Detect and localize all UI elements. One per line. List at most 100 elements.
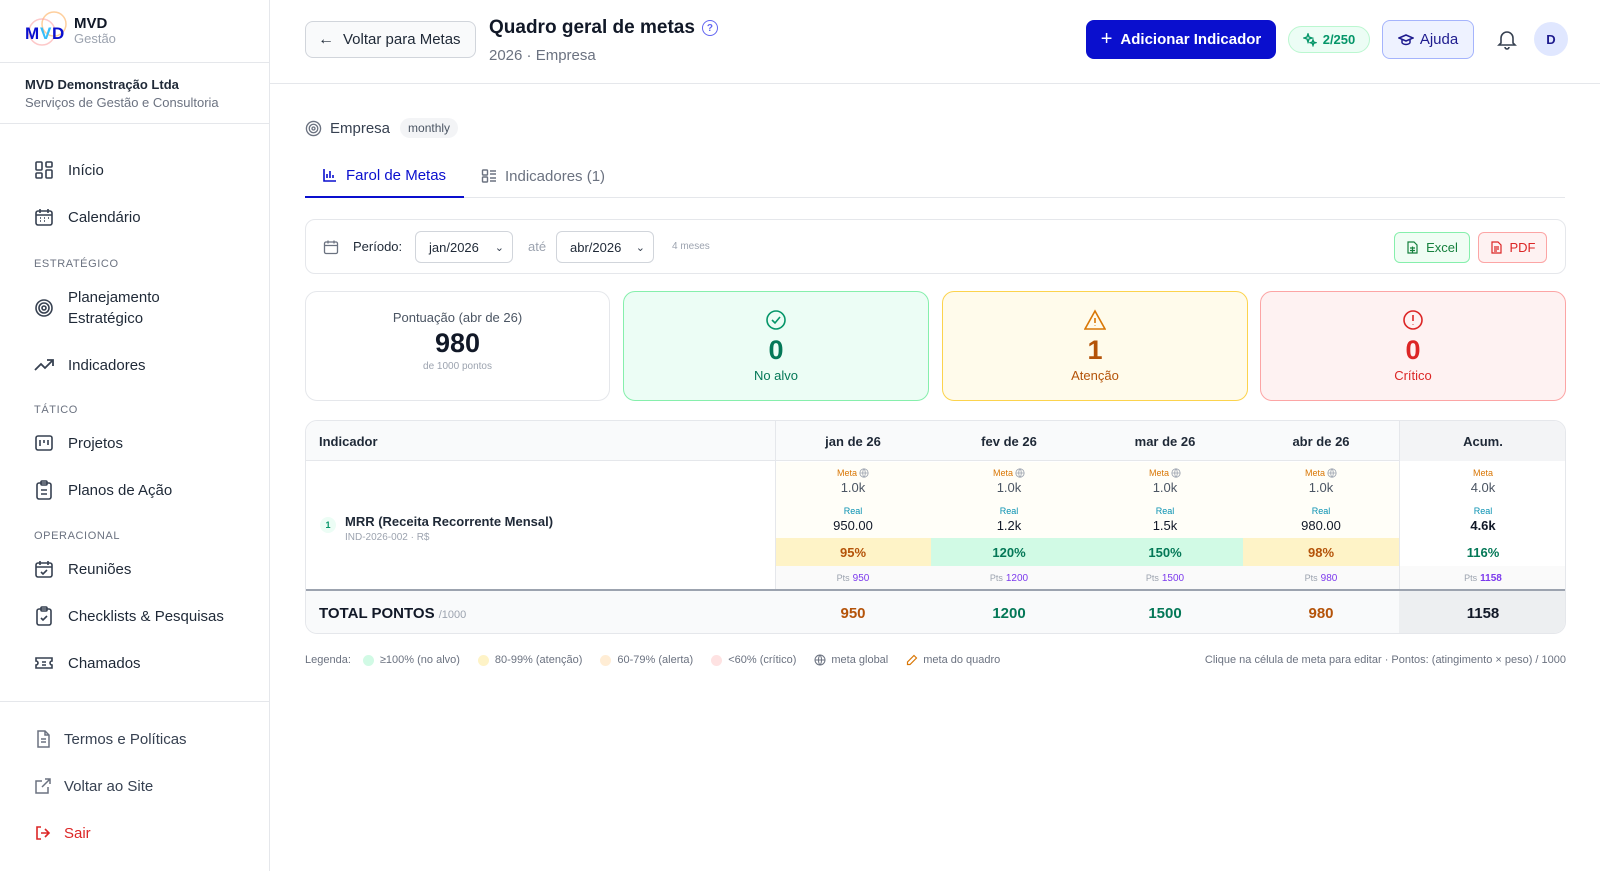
period-to-select[interactable]: abr/2026 ⌄ xyxy=(556,231,654,263)
page-title-text: Quadro geral de metas xyxy=(489,17,695,38)
nav-item-voltar-site[interactable]: Voltar ao Site xyxy=(34,777,153,795)
legend-text: 60-79% (alerta) xyxy=(617,654,694,666)
goal-value[interactable]: 1.0k xyxy=(996,480,1022,495)
nav-label: Projetos xyxy=(68,434,124,452)
nav-item-reunioes[interactable]: Reuniões xyxy=(34,559,131,579)
top-header: ← Voltar para Metas Quadro geral de meta… xyxy=(270,0,1600,84)
nav-item-sair[interactable]: Sair xyxy=(34,824,91,842)
tab-indicadores[interactable]: Indicadores (1) xyxy=(481,154,605,198)
nav-item-projetos[interactable]: Projetos xyxy=(34,433,123,453)
total-month: 1200 xyxy=(992,605,1026,622)
critical-card[interactable]: 0 Crítico xyxy=(1260,291,1566,401)
pencil-icon xyxy=(907,654,918,666)
legend-critical: <60% (crítico) xyxy=(711,654,796,666)
goal-value[interactable]: 1.0k xyxy=(1152,480,1178,495)
sparkles-icon xyxy=(1302,32,1317,47)
help-circle-icon[interactable]: ? xyxy=(701,20,718,36)
month-cell[interactable]: Meta 1.0k Real 980.00 98% Pts 980 xyxy=(1243,462,1399,590)
back-to-goals-button[interactable]: ← Voltar para Metas xyxy=(305,21,476,58)
period-to-value: abr/2026 xyxy=(570,239,622,255)
total-points-row: TOTAL PONTOS /1000 950 1200 1500 980 1158 xyxy=(306,589,1565,633)
nav-item-termos[interactable]: Termos e Políticas xyxy=(34,730,187,748)
actual-label: Real xyxy=(843,506,863,516)
actual-label: Real xyxy=(1155,506,1175,516)
tab-label: Indicadores (1) xyxy=(505,167,606,185)
nav-item-calendario[interactable]: Calendário xyxy=(34,207,141,227)
nav-label: Termos e Políticas xyxy=(64,730,187,748)
legend-title: Legenda: xyxy=(305,654,351,666)
plus-icon: + xyxy=(1100,28,1113,50)
points-value: Pts 1200 xyxy=(989,572,1029,584)
actual-value: 1.5k xyxy=(1152,518,1178,533)
score-subtitle: de 1000 pontos xyxy=(423,361,492,372)
critical-count: 0 xyxy=(1405,335,1421,365)
bell-icon[interactable] xyxy=(1496,28,1518,50)
user-avatar[interactable]: D xyxy=(1534,22,1568,56)
legend-hint: Clique na célula de meta para editar · P… xyxy=(1204,654,1566,666)
goal-value[interactable]: 1.0k xyxy=(840,480,866,495)
legend-attention: 80-99% (atenção) xyxy=(477,654,582,666)
nav-label: Planejamento xyxy=(68,289,160,306)
nav-label: Reuniões xyxy=(68,560,132,578)
nav-item-chamados[interactable]: Chamados xyxy=(34,653,141,673)
globe-icon xyxy=(859,468,869,478)
actual-label: Real xyxy=(1473,506,1493,516)
tab-label: Farol de Metas xyxy=(346,166,447,184)
goal-label: Meta xyxy=(775,468,931,478)
nav-item-inicio[interactable]: Início xyxy=(34,160,104,180)
points-value: Pts 980 xyxy=(1304,572,1338,584)
excel-label: Excel xyxy=(1426,240,1458,255)
score-title: Pontuação (abr de 26) xyxy=(392,310,523,325)
attention-card[interactable]: 1 Atenção xyxy=(942,291,1248,401)
on-target-card[interactable]: 0 No alvo xyxy=(623,291,929,401)
month-cell[interactable]: Meta 1.0k Real 1.2k 120% Pts 1200 xyxy=(931,462,1087,590)
mvd-logo: M V D xyxy=(24,8,70,54)
page-title: Quadro geral de metas ? xyxy=(489,17,718,39)
indicator-name: MRR (Receita Recorrente Mensal) xyxy=(345,514,554,529)
brand-subtitle: Gestão xyxy=(74,31,116,47)
nav-item-checklists[interactable]: Checklists & Pesquisas xyxy=(34,606,224,626)
help-button[interactable]: Ajuda xyxy=(1382,20,1474,59)
legend-text: <60% (crítico) xyxy=(728,654,797,666)
legend-global-goal: meta global xyxy=(814,654,888,666)
nav-label: Chamados xyxy=(68,654,141,672)
add-indicator-button[interactable]: + Adicionar Indicador xyxy=(1086,20,1276,59)
bar-chart-icon xyxy=(323,169,336,182)
ticket-icon xyxy=(35,657,53,669)
nav-item-planos-acao[interactable]: Planos de Ação xyxy=(34,480,172,500)
total-month: 950 xyxy=(840,605,866,622)
month-cell[interactable]: Meta 1.0k Real 1.5k 150% Pts 1500 xyxy=(1087,462,1243,590)
nav-item-indicadores[interactable]: Indicadores xyxy=(34,355,146,375)
actual-value: 980.00 xyxy=(1301,518,1341,533)
spreadsheet-icon xyxy=(1407,241,1418,254)
nav-item-planejamento[interactable]: Planejamento Estratégico xyxy=(34,287,160,329)
tab-farol-de-metas[interactable]: Farol de Metas xyxy=(305,154,464,198)
brand[interactable]: M V D MVD Gestão xyxy=(24,8,116,54)
legend-board-goal: meta do quadro xyxy=(906,654,1000,666)
period-from-select[interactable]: jan/2026 ⌄ xyxy=(415,231,513,263)
export-excel-button[interactable]: Excel xyxy=(1394,232,1470,263)
export-pdf-button[interactable]: PDF xyxy=(1478,232,1547,263)
month-cell[interactable]: Meta 1.0k Real 950.00 95% Pts 950 xyxy=(775,462,931,590)
nav-label: Indicadores xyxy=(68,356,146,374)
quota-badge[interactable]: 2/250 xyxy=(1288,26,1370,53)
legend-text: ≥100% (no alvo) xyxy=(379,654,460,666)
project-board-icon xyxy=(35,435,53,451)
total-month: 980 xyxy=(1308,605,1334,622)
goal-value[interactable]: 1.0k xyxy=(1308,480,1334,495)
attention-label: Atenção xyxy=(1071,368,1119,383)
tabs: Farol de Metas Indicadores (1) xyxy=(305,154,1565,198)
table-header-row: Indicador jan de 26 fev de 26 mar de 26 … xyxy=(306,421,1565,461)
dashboard-icon xyxy=(35,161,53,179)
globe-icon xyxy=(1015,468,1025,478)
legend-alert: 60-79% (alerta) xyxy=(600,654,693,666)
indicator-code: IND-2026-002 · R$ xyxy=(345,532,430,543)
goal-label: Meta xyxy=(931,468,1087,478)
achievement-percent: 98% xyxy=(1243,538,1399,566)
points-value: Pts 1500 xyxy=(1145,572,1185,584)
period-separator: até xyxy=(528,239,547,254)
score-card: Pontuação (abr de 26) 980 de 1000 pontos xyxy=(305,291,610,401)
scope-indicator: Empresa monthly xyxy=(305,118,459,138)
nav-label-2: Estratégico xyxy=(68,310,144,327)
indicator-cell[interactable]: 1 MRR (Receita Recorrente Mensal) IND-20… xyxy=(306,462,775,590)
